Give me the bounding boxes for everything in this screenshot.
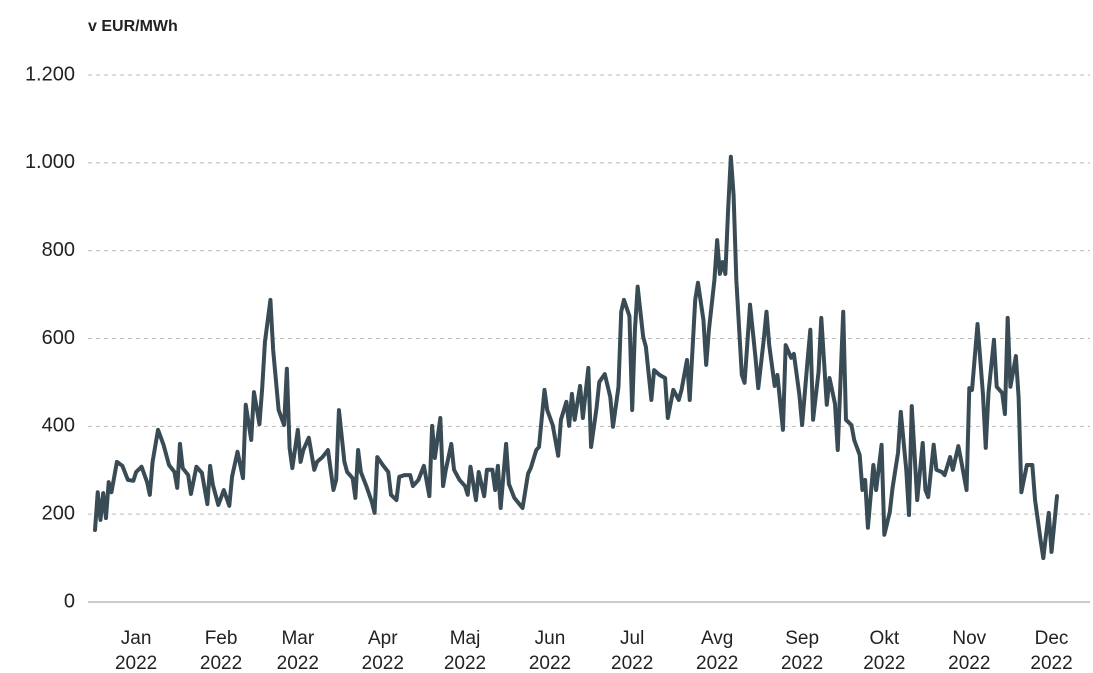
x-tick-label: Apr 2022 bbox=[361, 628, 404, 673]
x-tick-label: Nov 2022 bbox=[948, 628, 991, 673]
x-tick-label: Avg 2022 bbox=[696, 628, 739, 673]
y-tick-label: 200 bbox=[42, 502, 75, 524]
y-tick-label: 0 bbox=[64, 590, 75, 612]
x-tick-label: Dec 2022 bbox=[1030, 628, 1073, 673]
x-tick-label: Jun 2022 bbox=[528, 628, 572, 673]
x-tick-label: Jan 2022 bbox=[114, 628, 158, 673]
y-tick-label: 1.000 bbox=[25, 151, 75, 173]
y-tick-label: 1.200 bbox=[25, 63, 75, 85]
x-tick-label: Okt 2022 bbox=[863, 628, 906, 673]
y-axis-label: v EUR/MWh bbox=[88, 18, 178, 35]
x-tick-label: Maj 2022 bbox=[443, 628, 487, 673]
y-tick-label: 400 bbox=[42, 415, 75, 437]
x-tick-label: Mar 2022 bbox=[276, 628, 319, 673]
x-tick-label: Sep 2022 bbox=[780, 628, 824, 673]
y-tick-label: 800 bbox=[42, 239, 75, 261]
x-tick-label: Jul 2022 bbox=[611, 628, 654, 673]
price-line bbox=[93, 154, 1059, 561]
x-tick-label: Feb 2022 bbox=[199, 628, 243, 673]
y-tick-label: 600 bbox=[42, 327, 75, 349]
